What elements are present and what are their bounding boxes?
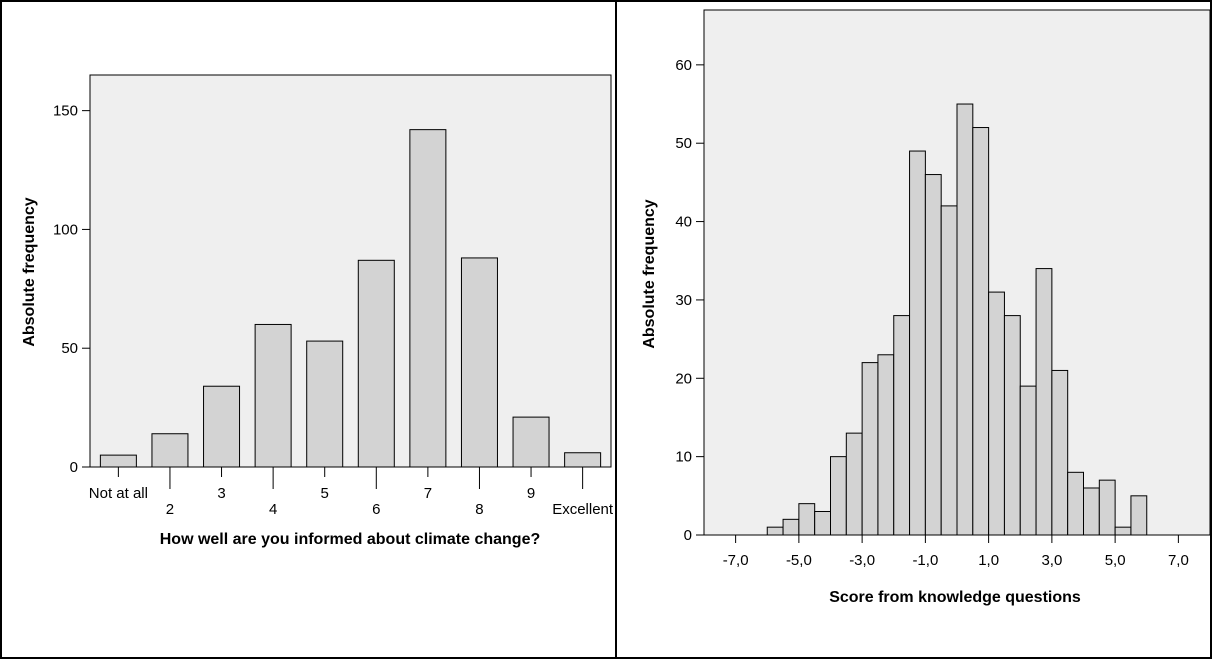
right-x-tick-label-2: -3,0 (849, 552, 875, 569)
left-plot-area (89, 74, 612, 468)
right-bin-6 (861, 362, 879, 536)
left-y-tick-label-3: 150 (53, 103, 78, 120)
right-bin-17 (1035, 268, 1053, 536)
right-y-tick-label-5: 50 (675, 135, 692, 152)
right-bin-15 (1003, 315, 1021, 536)
right-y-tick-label-2: 20 (675, 370, 692, 387)
right-x-tick-label-7: 7,0 (1168, 552, 1189, 569)
right-bin-22 (1114, 526, 1132, 536)
right-bin-2 (798, 503, 816, 536)
right-bin-12 (956, 103, 974, 536)
right-bin-0 (766, 526, 784, 536)
left-bar-3 (254, 323, 292, 468)
right-x-axis-title: Score from knowledge questions (829, 589, 1081, 606)
left-bar-6 (409, 129, 447, 468)
right-bin-10 (924, 174, 942, 536)
right-bin-16 (1019, 385, 1037, 536)
climate-information-bar-chart: Not at all 2 3 4 5 6 7 8 9 Excellent 0 50 100 150 How… (21, 74, 614, 548)
left-x-tick-label-1: 2 (166, 501, 174, 518)
left-x-tick-label-4: 5 (321, 485, 329, 502)
right-bin-14 (988, 291, 1005, 536)
right-x-tick-label-0: -7,0 (723, 552, 749, 569)
right-x-tick-label-1: -5,0 (786, 552, 812, 569)
left-x-tick-label-5: 6 (372, 501, 380, 518)
left-y-tick-label-1: 50 (61, 340, 78, 357)
left-bar-0 (99, 454, 137, 468)
right-bin-3 (814, 510, 831, 536)
right-bin-1 (782, 518, 800, 536)
right-x-tick-label-5: 3,0 (1041, 552, 1062, 569)
left-x-tick-label-8: 9 (527, 485, 535, 502)
knowledge-score-histogram: -7,0 -5,0 -3,0 -1,0 1,0 3,0 5,0 7,0 0 10 20 30 40 50 6… (641, 9, 1210, 606)
right-y-tick-label-1: 10 (675, 449, 692, 466)
right-y-tick-label-3: 30 (675, 292, 692, 309)
right-bin-11 (940, 205, 958, 536)
right-y-axis-title: Absolute frequency (641, 199, 658, 348)
right-bin-20 (1083, 487, 1100, 536)
left-bar-1 (151, 433, 189, 468)
right-bin-23 (1130, 495, 1148, 536)
left-x-tick-label-6: 7 (424, 485, 432, 502)
left-chart-panel: Not at all 2 3 4 5 6 7 8 9 Excellent 0 50 100 150 How… (0, 0, 617, 659)
left-x-tick-label-9: Excellent (552, 501, 614, 518)
right-bin-9 (909, 150, 926, 536)
left-x-tick-label-3: 4 (269, 501, 277, 518)
right-x-tick-label-3: -1,0 (912, 552, 938, 569)
right-bin-13 (972, 127, 990, 536)
right-bin-18 (1051, 369, 1069, 536)
left-x-axis-title: How well are you informed about climate … (160, 531, 541, 548)
right-y-tick-label-6: 60 (675, 57, 692, 74)
left-bar-5 (357, 259, 395, 468)
left-x-tick-label-0: Not at all (89, 485, 148, 502)
right-bin-5 (845, 432, 863, 536)
right-bin-7 (877, 354, 895, 536)
left-x-tick-label-7: 8 (475, 501, 483, 518)
left-x-tick-label-2: 3 (217, 485, 225, 502)
left-bar-9 (564, 452, 602, 468)
left-bar-8 (512, 416, 550, 468)
left-bar-2 (203, 385, 241, 468)
left-y-tick-label-2: 100 (53, 221, 78, 238)
left-y-axis-title: Absolute frequency (21, 197, 38, 346)
right-chart-panel: -7,0 -5,0 -3,0 -1,0 1,0 3,0 5,0 7,0 0 10 20 30 40 50 6… (615, 0, 1212, 659)
left-bar-4 (306, 340, 344, 468)
left-y-tick-label-0: 0 (70, 459, 78, 476)
left-bar-7 (460, 257, 498, 468)
right-x-tick-label-4: 1,0 (978, 552, 999, 569)
right-bin-19 (1067, 471, 1084, 536)
right-bin-21 (1098, 479, 1116, 536)
right-y-tick-label-4: 40 (675, 214, 692, 231)
right-bin-8 (893, 315, 911, 536)
right-bin-4 (830, 456, 847, 536)
right-x-tick-label-6: 5,0 (1105, 552, 1126, 569)
right-y-tick-label-0: 0 (684, 527, 692, 544)
